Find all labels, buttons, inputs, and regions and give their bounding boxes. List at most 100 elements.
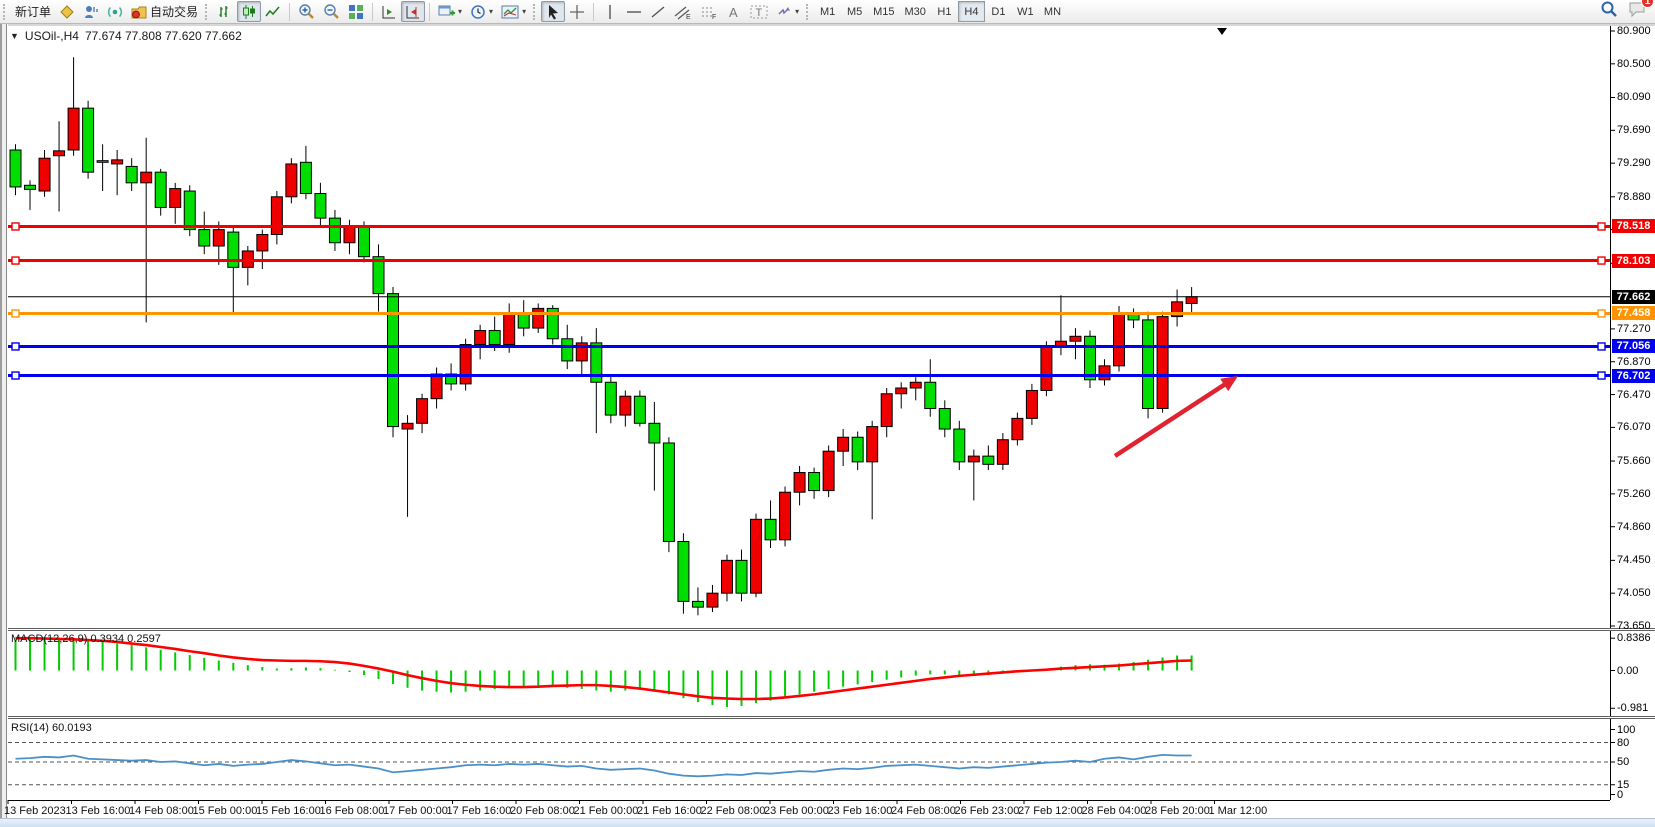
- candle-bearish: [314, 192, 327, 219]
- rsi-tick-label: 0: [1617, 788, 1624, 801]
- candle-bullish: [285, 163, 298, 198]
- candle-bullish: [967, 455, 980, 463]
- candle-bullish: [1025, 389, 1038, 419]
- trendline-button[interactable]: [646, 1, 670, 22]
- text-button[interactable]: A: [722, 1, 746, 22]
- new-chart-button[interactable]: ▾: [434, 1, 466, 22]
- status-strip: [0, 818, 1655, 827]
- rsi-panel-splitter[interactable]: [8, 716, 1655, 719]
- arrows-button[interactable]: ▾: [772, 1, 803, 22]
- template-button[interactable]: ▾: [497, 1, 530, 22]
- zoom-in-button[interactable]: [294, 1, 319, 22]
- timeframe-button-M30[interactable]: M30: [904, 5, 926, 18]
- tile-windows-button[interactable]: [344, 1, 368, 22]
- toolbar-grip[interactable]: [533, 3, 537, 20]
- text-label-button[interactable]: T: [746, 1, 772, 22]
- svg-text:A: A: [729, 5, 738, 20]
- macd-panel-splitter[interactable]: [8, 628, 1655, 631]
- svg-text:T: T: [756, 7, 763, 19]
- candle-bearish: [299, 161, 312, 194]
- price-tick-label: 79.690: [1617, 124, 1651, 137]
- line-anchor[interactable]: [11, 256, 20, 265]
- order-book-button[interactable]: [55, 1, 79, 22]
- auto-scroll-button[interactable]: [377, 1, 401, 22]
- timeframe-button-H1[interactable]: H1: [937, 5, 952, 18]
- trend-arrow[interactable]: [1113, 379, 1232, 458]
- candlestick-chart-button[interactable]: [237, 1, 262, 22]
- bar-chart-button[interactable]: [213, 1, 237, 22]
- candle-bullish: [750, 518, 763, 594]
- candle-bullish: [111, 159, 124, 165]
- timeframe-button-M1[interactable]: M1: [819, 5, 836, 18]
- line-anchor[interactable]: [1597, 256, 1606, 265]
- rsi-tick-label: 15: [1617, 778, 1630, 791]
- candle-bullish: [53, 150, 66, 157]
- timeframe-button-H4[interactable]: H4: [957, 1, 985, 22]
- vertical-line-button[interactable]: [598, 1, 622, 22]
- search-icon[interactable]: [1600, 0, 1618, 23]
- price-tick-label: 80.900: [1617, 25, 1651, 37]
- candle-bullish: [38, 157, 51, 192]
- line-anchor[interactable]: [1597, 309, 1606, 318]
- price-tick-label: 78.880: [1617, 190, 1651, 203]
- candle-bullish: [474, 330, 487, 346]
- horizontal-line-icon: [626, 6, 642, 18]
- price-tick-label: 75.660: [1617, 455, 1651, 468]
- line-anchor[interactable]: [11, 309, 20, 318]
- price-tick-label: 74.860: [1617, 520, 1651, 533]
- chart-shift-marker-icon[interactable]: [1217, 28, 1227, 35]
- zoom-out-button[interactable]: [319, 1, 344, 22]
- signal-button[interactable]: [103, 1, 127, 22]
- candle-bearish: [924, 381, 937, 410]
- line-anchor[interactable]: [1597, 342, 1606, 351]
- time-tick-label: 21 Feb 00:00: [573, 805, 639, 817]
- candle-bearish: [125, 165, 138, 184]
- toolbar-grip[interactable]: [205, 3, 209, 20]
- trend-arrow-head[interactable]: [1220, 376, 1238, 392]
- market-watch-button[interactable]: [79, 1, 103, 22]
- text-label-icon: T: [750, 4, 768, 20]
- timeframe-button-M15[interactable]: M15: [873, 5, 895, 18]
- candle-bearish: [198, 229, 211, 247]
- line-anchor[interactable]: [1597, 222, 1606, 231]
- macd-values: 0.3934 0.2597: [90, 633, 161, 645]
- price-axis-line: [1610, 26, 1611, 800]
- crosshair-button[interactable]: [565, 1, 589, 22]
- period-clock-button[interactable]: ▾: [466, 1, 497, 22]
- new-order-button[interactable]: 新订单: [11, 1, 55, 22]
- candle-bullish: [1185, 296, 1198, 304]
- toolbar-grip[interactable]: [806, 3, 810, 20]
- candle-bearish: [154, 171, 167, 208]
- line-anchor[interactable]: [11, 342, 20, 351]
- toolbar-grip[interactable]: [3, 3, 7, 20]
- timeframe-button-W1[interactable]: W1: [1017, 5, 1034, 18]
- line-chart-button[interactable]: [261, 1, 285, 22]
- candle-bearish: [328, 217, 341, 244]
- rsi-value: 60.0193: [51, 722, 92, 734]
- candle-bearish: [1083, 335, 1096, 381]
- candle-bearish: [938, 408, 951, 430]
- candle-bullish: [1040, 346, 1053, 391]
- auto-scroll-icon: [381, 4, 397, 20]
- horizontal-line-button[interactable]: [622, 1, 646, 22]
- autotrading-button[interactable]: 自动交易: [127, 1, 202, 22]
- time-tick-label: 28 Feb 04:00: [1081, 805, 1147, 817]
- timeframe-button-MN[interactable]: MN: [1043, 5, 1062, 18]
- line-anchor[interactable]: [11, 222, 20, 231]
- channel-button[interactable]: E: [670, 1, 696, 22]
- candle-bullish: [416, 398, 429, 424]
- macd-tick-label: 0.8386: [1617, 632, 1651, 645]
- line-anchor[interactable]: [11, 371, 20, 380]
- fibonacci-button[interactable]: F: [696, 1, 722, 22]
- timeframe-button-M5[interactable]: M5: [846, 5, 863, 18]
- time-tick-label: 26 Feb 23:00: [954, 805, 1020, 817]
- chart-shift-button[interactable]: [401, 1, 426, 22]
- line-anchor[interactable]: [1597, 371, 1606, 380]
- notifications-button[interactable]: 1: [1628, 0, 1654, 23]
- timeframe-button-D1[interactable]: D1: [991, 5, 1006, 18]
- collapse-triangle-icon[interactable]: ▼: [10, 31, 19, 41]
- time-tick-label: 22 Feb 08:00: [700, 805, 766, 817]
- price-tick-label: 77.270: [1617, 322, 1651, 335]
- cursor-button[interactable]: [541, 1, 566, 22]
- candle-bullish: [866, 426, 879, 463]
